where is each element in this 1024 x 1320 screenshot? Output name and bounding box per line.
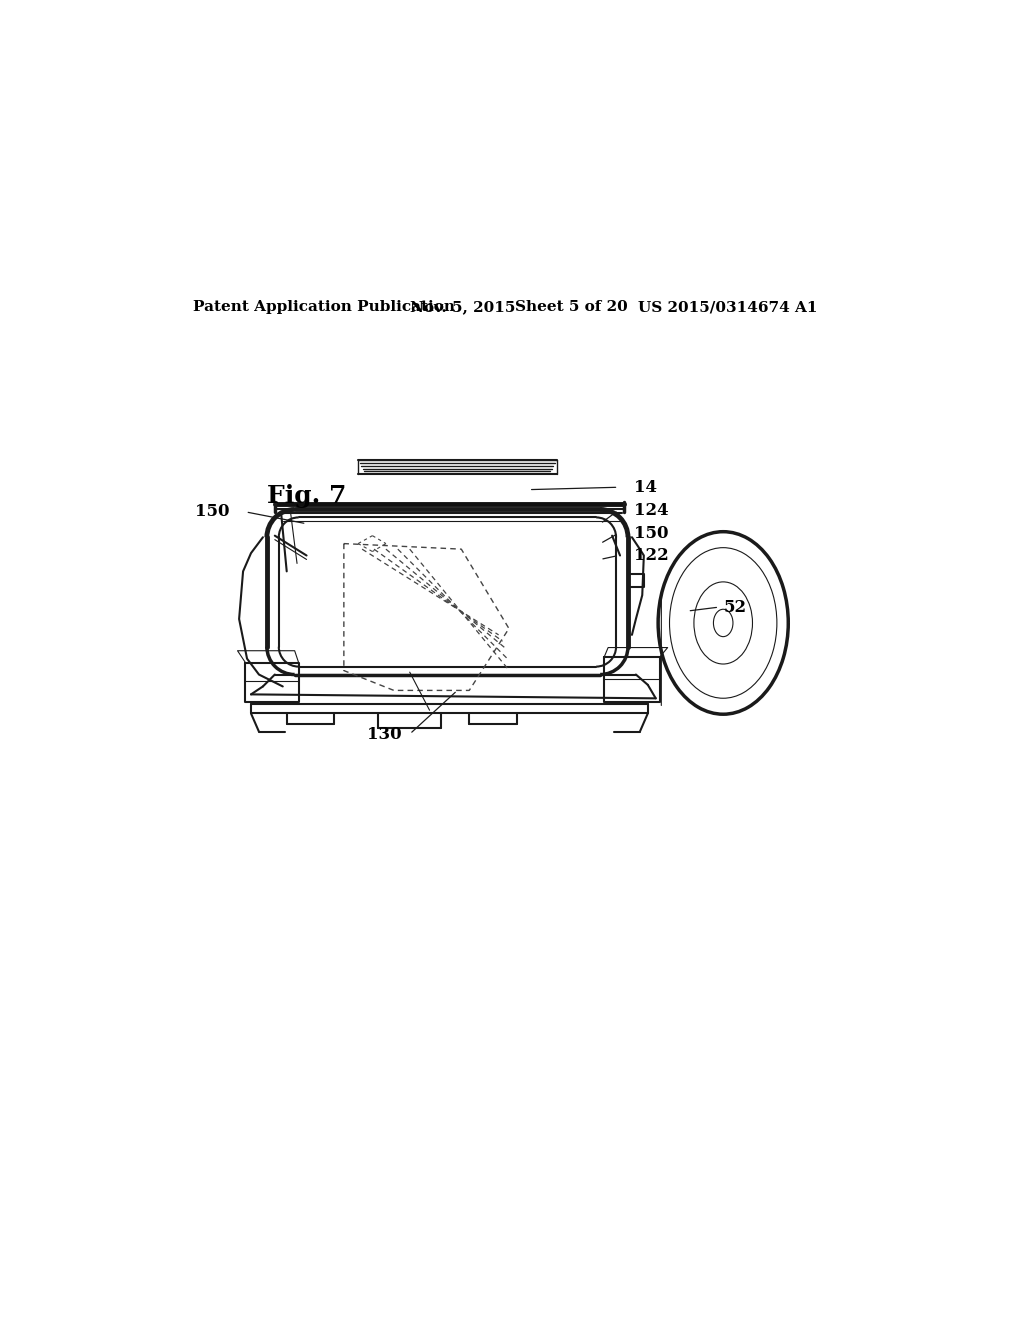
Text: Sheet 5 of 20: Sheet 5 of 20 <box>515 300 628 314</box>
Text: 130: 130 <box>368 726 401 743</box>
Text: Patent Application Publication: Patent Application Publication <box>194 300 455 314</box>
Text: 122: 122 <box>634 546 669 564</box>
Text: 124: 124 <box>634 502 669 519</box>
Text: US 2015/0314674 A1: US 2015/0314674 A1 <box>638 300 818 314</box>
Text: Fig. 7: Fig. 7 <box>267 484 346 508</box>
Text: Nov. 5, 2015: Nov. 5, 2015 <box>410 300 515 314</box>
Text: 14: 14 <box>634 479 657 496</box>
Text: 52: 52 <box>723 598 746 615</box>
Text: 150: 150 <box>196 503 229 520</box>
Text: 150: 150 <box>634 525 669 541</box>
